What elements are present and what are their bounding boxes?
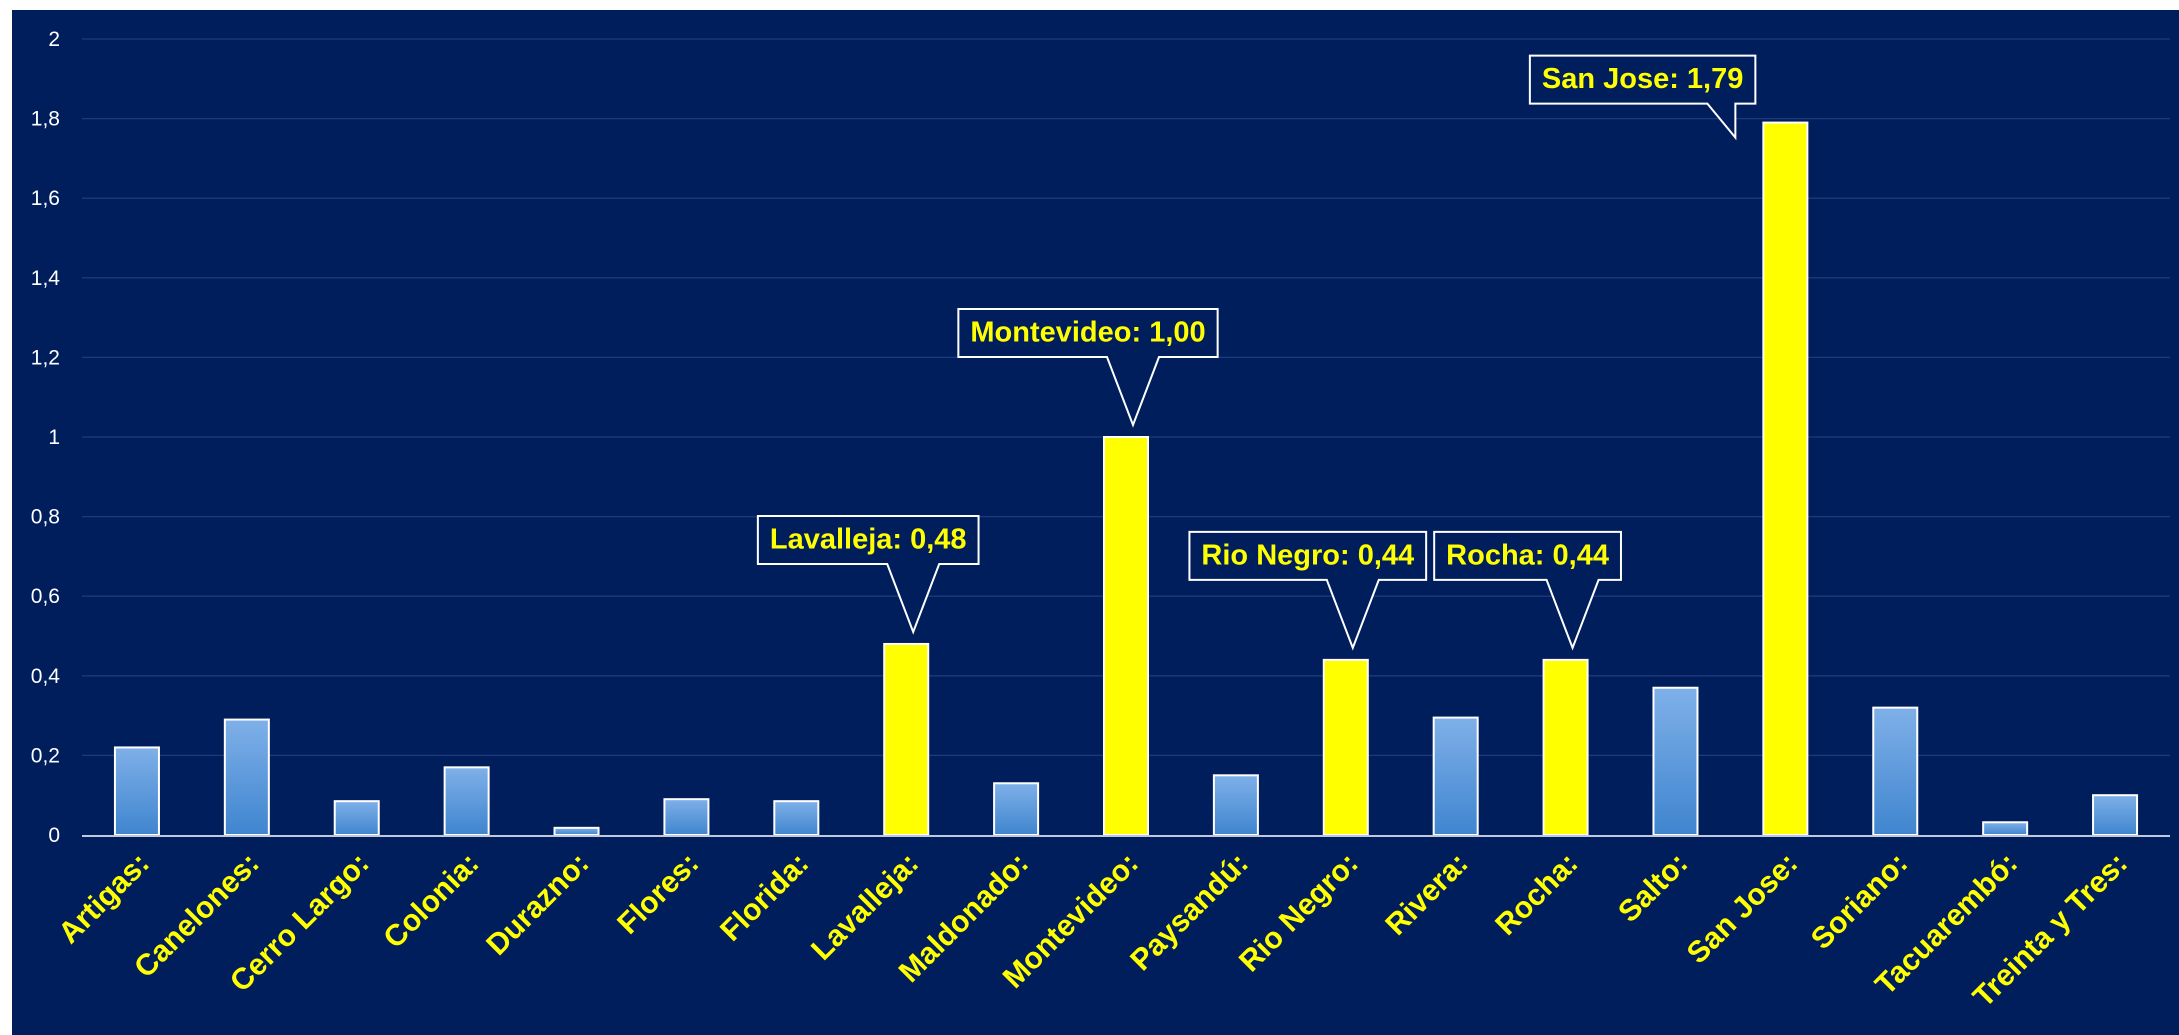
callout-label: Rio Negro: 0,44 xyxy=(1201,540,1414,572)
bar xyxy=(663,798,710,836)
x-category-label: Flores: xyxy=(611,847,705,941)
bar xyxy=(773,800,820,836)
y-tick-label: 0 xyxy=(48,824,60,847)
callout-box xyxy=(756,514,980,635)
y-tick-label: 0,6 xyxy=(31,585,60,608)
y-tick-label: 1,4 xyxy=(31,267,61,290)
y-tick-label: 1,8 xyxy=(31,108,60,131)
y-axis-ticks: 0 0,2 0,4 0,6 0,8 1 1,2 1,4 1,6 1,8 2 xyxy=(31,28,61,847)
bar xyxy=(553,826,600,836)
chart-container: 0 0,2 0,4 0,6 0,8 1 1,2 1,4 1,6 1,8 2 Artigas: Cane… xyxy=(12,10,2179,1035)
callout-label: Rocha: 0,44 xyxy=(1446,540,1609,572)
callout: San Jose: 1,79 xyxy=(1528,54,1757,141)
bar xyxy=(2092,794,2139,837)
bar xyxy=(333,800,380,836)
bar xyxy=(223,718,270,837)
callout-box xyxy=(1188,530,1428,651)
x-category-label: Artigas: xyxy=(52,847,155,950)
bar xyxy=(993,782,1040,837)
x-category-label: Durazno: xyxy=(480,847,595,962)
bar xyxy=(1212,774,1259,836)
bar xyxy=(1432,716,1479,837)
bar-highlighted xyxy=(1762,121,1809,836)
bar xyxy=(1982,821,2029,836)
callout: Montevideo: 1,00 xyxy=(957,308,1219,428)
callout: Lavalleja: 0,48 xyxy=(756,514,980,635)
callout: Rocha: 0,44 xyxy=(1433,530,1622,651)
x-category-label: Florida: xyxy=(714,847,815,948)
callout: Rio Negro: 0,44 xyxy=(1188,530,1428,651)
y-tick-label: 0,8 xyxy=(31,506,60,529)
x-category-label: Lavalleja: xyxy=(805,847,925,967)
y-tick-label: 1,6 xyxy=(31,187,60,210)
bar-highlighted xyxy=(1322,658,1369,836)
callout-box xyxy=(1433,530,1622,651)
bar-highlighted xyxy=(1542,658,1589,836)
bar xyxy=(1872,706,1919,837)
y-tick-label: 0,4 xyxy=(31,665,61,688)
x-category-label: Rivera: xyxy=(1379,847,1474,942)
x-category-label: Rocha: xyxy=(1489,847,1584,942)
bar xyxy=(1652,686,1699,836)
y-tick-label: 1 xyxy=(48,426,60,449)
callout-box xyxy=(1528,54,1757,141)
callout-label: Montevideo: 1,00 xyxy=(970,317,1205,349)
y-tick-label: 1,2 xyxy=(31,346,60,369)
callouts: Lavalleja: 0,48 Montevideo: 1,00 Rio Negro… xyxy=(756,54,1757,651)
y-tick-label: 2 xyxy=(48,28,60,51)
bar-chart: 0 0,2 0,4 0,6 0,8 1 1,2 1,4 1,6 1,8 2 Artigas:Cane… xyxy=(31,28,2170,1014)
bar xyxy=(113,746,160,836)
bar xyxy=(443,766,490,837)
x-category-label: Colonia: xyxy=(377,847,485,955)
x-axis-labels: Artigas:Canelones:Cerro Largo: Colonia:Du… xyxy=(52,847,2134,1014)
bar-highlighted xyxy=(1103,436,1149,836)
x-category-label: Rio Negro: xyxy=(1233,847,1365,979)
callout-box xyxy=(957,308,1219,428)
x-category-label: Salto: xyxy=(1612,847,1694,929)
callout-label: Lavalleja: 0,48 xyxy=(770,524,967,556)
y-tick-label: 0,2 xyxy=(31,744,60,767)
callout-label: San Jose: 1,79 xyxy=(1542,63,1744,95)
x-category-label: Soriano: xyxy=(1805,847,1914,956)
bar-highlighted xyxy=(883,642,930,837)
x-category-label: San Jose: xyxy=(1681,847,1805,971)
bars xyxy=(113,121,2139,837)
